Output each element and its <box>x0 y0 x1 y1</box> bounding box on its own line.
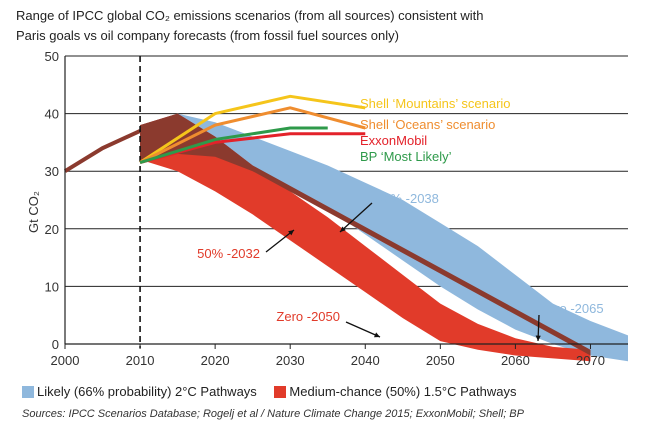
y-tick-label-30: 30 <box>45 164 59 179</box>
series-line-3 <box>139 126 328 164</box>
series-label-2: ExxonMobil <box>360 133 427 148</box>
annotation-label-0: 50% -2038 <box>376 191 439 206</box>
y-tick-label-20: 20 <box>45 222 59 237</box>
legend: Likely (66% probability) 2°C Pathways Me… <box>22 384 530 399</box>
legend-swatch-2c <box>22 386 34 398</box>
legend-swatch-15c <box>274 386 287 398</box>
annotation-arrowhead-2 <box>374 332 380 338</box>
legend-item-2c: Likely (66% probability) 2°C Pathways <box>22 384 257 399</box>
x-tick-label-2020: 2020 <box>201 353 230 368</box>
y-tick-label-10: 10 <box>45 279 59 294</box>
y-axis-label: Gt CO₂ <box>26 191 41 233</box>
title-line-1: Range of IPCC global CO₂ emissions scena… <box>16 8 484 23</box>
source-note: Sources: IPCC Scenarios Database; Rogelj… <box>22 408 524 420</box>
series-label-3: BP ‘Most Likely’ <box>360 149 452 164</box>
history-line <box>63 129 141 173</box>
y-tick-label-40: 40 <box>45 107 59 122</box>
band-15c <box>140 113 591 362</box>
y-tick-label-0: 0 <box>52 337 59 352</box>
annotation-arrow-1 <box>265 229 295 253</box>
legend-label-15c: Medium-chance (50%) 1.5°C Pathways <box>289 384 517 399</box>
x-tick-label-2050: 2050 <box>426 353 455 368</box>
series-label-0: Shell ‘Mountains’ scenario <box>360 96 511 111</box>
x-tick-label-2000: 2000 <box>51 353 80 368</box>
legend-item-15c: Medium-chance (50%) 1.5°C Pathways <box>274 384 516 399</box>
series-line-1 <box>139 106 366 164</box>
x-tick-label-2040: 2040 <box>351 353 380 368</box>
legend-label-2c: Likely (66% probability) 2°C Pathways <box>37 384 257 399</box>
annotation-arrow-2 <box>345 321 381 338</box>
band-overlap <box>140 113 591 356</box>
annotation-label-1: 50% -2032 <box>197 246 260 261</box>
annotation-arrowhead-1 <box>288 230 294 236</box>
x-tick-label-2060: 2060 <box>501 353 530 368</box>
annotation-arrowhead-3 <box>535 335 541 341</box>
annotation-label-3: Zero -2065 <box>540 301 604 316</box>
annotation-arrowhead-0 <box>340 226 346 232</box>
y-tick-label-50: 50 <box>45 49 59 64</box>
annotation-arrow-0 <box>339 202 373 233</box>
title-line-2: Paris goals vs oil company forecasts (fr… <box>16 28 399 43</box>
annotation-label-2: Zero -2050 <box>276 309 340 324</box>
x-tick-label-2010: 2010 <box>126 353 155 368</box>
x-tick-label-2070: 2070 <box>576 353 605 368</box>
bands-group <box>140 113 628 362</box>
series-label-1: Shell ‘Oceans’ scenario <box>360 117 495 132</box>
chart-title: Range of IPCC global CO₂ emissions scena… <box>16 6 636 46</box>
x-tick-label-2030: 2030 <box>276 353 305 368</box>
series-line-0 <box>139 94 366 164</box>
